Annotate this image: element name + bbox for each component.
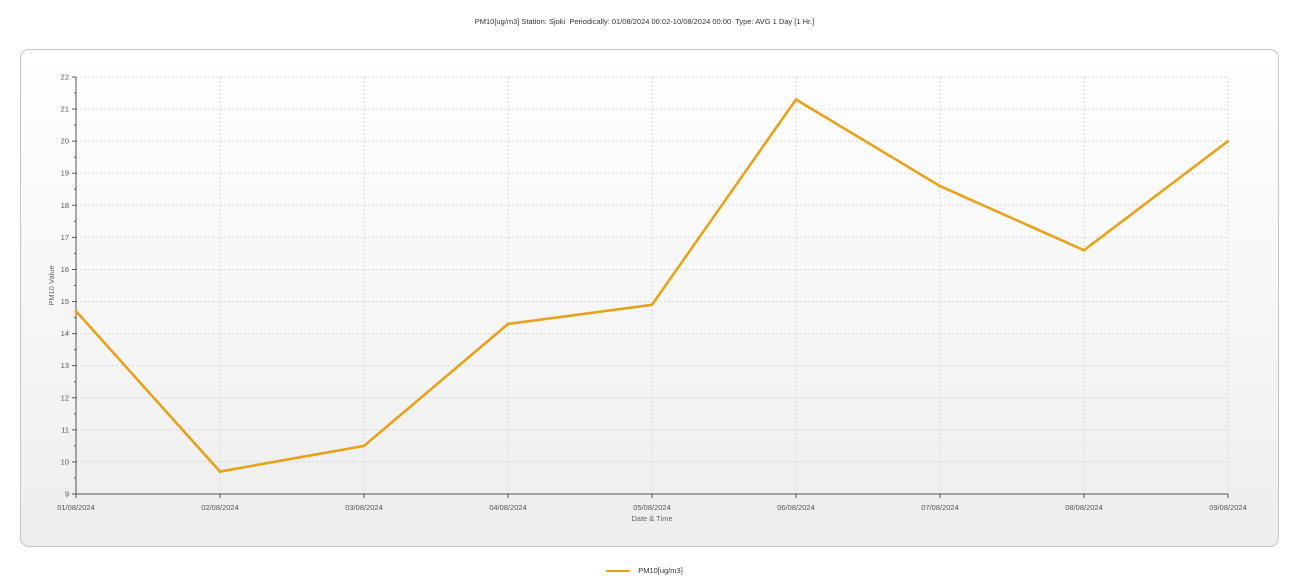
y-axis-title: PM10 Value — [47, 265, 56, 305]
x-tick-label: 02/08/2024 — [201, 503, 239, 512]
x-tick-label: 03/08/2024 — [345, 503, 383, 512]
plot-frame — [20, 49, 1279, 547]
x-tick-label: 06/08/2024 — [777, 503, 815, 512]
data-point — [74, 309, 78, 313]
y-tick-label: 16 — [61, 265, 69, 274]
data-point — [1082, 248, 1086, 252]
y-tick-label: 14 — [61, 329, 69, 338]
x-tick-label: 05/08/2024 — [633, 503, 671, 512]
y-tick-label: 17 — [61, 233, 69, 242]
y-tick-label: 19 — [61, 169, 69, 178]
y-tick-label: 15 — [61, 297, 69, 306]
legend-swatch — [606, 569, 631, 572]
y-tick-label: 22 — [61, 73, 69, 82]
y-tick-label: 11 — [61, 425, 69, 434]
data-point — [794, 98, 798, 101]
y-tick-label: 12 — [61, 393, 69, 402]
data-point — [362, 444, 366, 448]
data-point — [506, 322, 510, 326]
x-axis-title: Date & Time — [631, 514, 672, 523]
y-tick-label: 18 — [61, 201, 69, 210]
x-tick-label: 04/08/2024 — [489, 503, 527, 512]
y-tick-label: 9 — [65, 490, 69, 499]
data-point — [938, 184, 942, 188]
legend[interactable]: PM10[ug/m3] — [0, 566, 1289, 575]
legend-label: PM10[ug/m3] — [638, 566, 683, 575]
x-tick-label: 01/08/2024 — [57, 503, 95, 512]
y-tick-label: 20 — [61, 137, 69, 146]
data-point — [1226, 139, 1230, 143]
x-tick-label: 07/08/2024 — [921, 503, 959, 512]
chart-title: PM10[ug/m3] Station: Sjoki Periodically:… — [474, 17, 815, 26]
data-point — [650, 303, 654, 307]
x-tick-label: 08/08/2024 — [1065, 503, 1103, 512]
x-tick-label: 09/08/2024 — [1209, 503, 1247, 512]
y-tick-label: 10 — [61, 457, 69, 466]
data-point — [218, 470, 222, 473]
y-tick-label: 21 — [61, 105, 69, 114]
y-tick-label: 13 — [61, 361, 69, 370]
